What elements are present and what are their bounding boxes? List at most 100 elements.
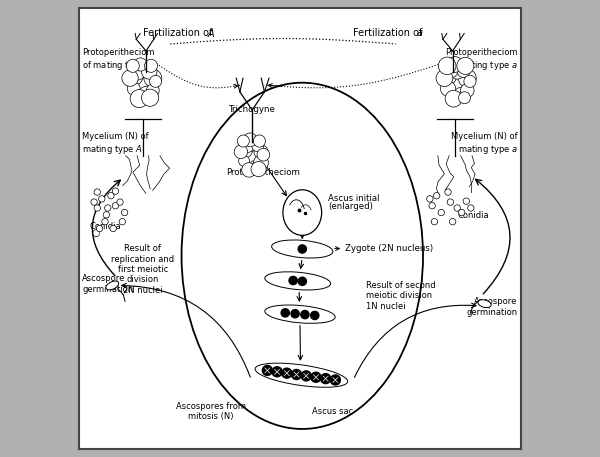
Text: Fertilization of: Fertilization of <box>143 27 215 37</box>
Circle shape <box>127 69 143 85</box>
Circle shape <box>234 145 248 159</box>
Circle shape <box>458 69 476 87</box>
Circle shape <box>91 199 97 205</box>
Circle shape <box>238 143 252 158</box>
Circle shape <box>110 225 116 232</box>
Ellipse shape <box>478 300 491 308</box>
Circle shape <box>142 89 158 106</box>
Circle shape <box>119 218 125 225</box>
Circle shape <box>139 86 154 102</box>
Text: Result of
replication and
first meiotic
division
2N nuclei: Result of replication and first meiotic … <box>111 244 175 295</box>
Circle shape <box>460 84 474 97</box>
Circle shape <box>241 139 254 153</box>
Text: Protoperitheciom: Protoperitheciom <box>226 168 300 176</box>
Circle shape <box>320 374 331 383</box>
Circle shape <box>331 375 340 385</box>
Ellipse shape <box>106 281 119 290</box>
Circle shape <box>97 225 103 232</box>
Text: Mycelium (N) of
mating type $a$: Mycelium (N) of mating type $a$ <box>451 133 518 156</box>
Circle shape <box>431 218 437 225</box>
Circle shape <box>447 199 454 205</box>
Circle shape <box>457 65 470 78</box>
Circle shape <box>122 70 138 86</box>
Text: Trichogyne: Trichogyne <box>229 105 276 114</box>
Circle shape <box>464 75 476 87</box>
Circle shape <box>145 59 158 72</box>
Circle shape <box>250 160 261 171</box>
Circle shape <box>463 198 469 204</box>
Text: Result of second
meiotic division
1N nuclei: Result of second meiotic division 1N nuc… <box>366 281 436 311</box>
Circle shape <box>117 199 123 205</box>
Circle shape <box>449 62 466 79</box>
Circle shape <box>127 82 140 95</box>
Text: Ascospores from
mitosis (N): Ascospores from mitosis (N) <box>176 402 246 421</box>
FancyBboxPatch shape <box>79 7 521 450</box>
Text: Ascospore
germination: Ascospore germination <box>82 274 133 294</box>
Circle shape <box>257 149 270 161</box>
Circle shape <box>458 92 470 104</box>
Ellipse shape <box>255 363 347 387</box>
Circle shape <box>445 189 451 195</box>
Circle shape <box>136 78 150 92</box>
Circle shape <box>104 205 111 211</box>
Circle shape <box>457 57 474 74</box>
Circle shape <box>239 156 250 166</box>
Circle shape <box>281 309 289 317</box>
Circle shape <box>121 209 128 216</box>
Circle shape <box>112 202 119 209</box>
Circle shape <box>272 367 282 377</box>
Text: Ascospore
germination: Ascospore germination <box>467 297 518 317</box>
Circle shape <box>242 163 256 177</box>
Circle shape <box>102 218 108 225</box>
Circle shape <box>440 81 455 96</box>
Text: Fertilization of: Fertilization of <box>353 27 425 37</box>
Circle shape <box>137 64 149 76</box>
Circle shape <box>447 57 463 72</box>
Circle shape <box>292 370 302 379</box>
Circle shape <box>149 75 161 87</box>
Circle shape <box>238 135 250 147</box>
Circle shape <box>438 209 445 216</box>
Circle shape <box>112 188 119 194</box>
Circle shape <box>291 310 299 318</box>
Ellipse shape <box>272 240 333 258</box>
Circle shape <box>301 310 309 319</box>
Circle shape <box>445 90 462 107</box>
Circle shape <box>134 58 147 71</box>
Circle shape <box>251 161 266 177</box>
Text: Zygote (2N nucleus): Zygote (2N nucleus) <box>344 244 433 253</box>
Circle shape <box>262 366 272 376</box>
Circle shape <box>454 87 467 101</box>
Circle shape <box>454 205 460 211</box>
Circle shape <box>467 205 474 211</box>
Text: Conidia: Conidia <box>457 211 489 220</box>
Circle shape <box>439 57 456 74</box>
Circle shape <box>142 64 157 79</box>
Circle shape <box>252 140 263 152</box>
Circle shape <box>451 79 463 91</box>
Circle shape <box>146 84 159 97</box>
Circle shape <box>436 70 453 86</box>
Circle shape <box>298 277 307 286</box>
Text: $A$: $A$ <box>206 27 215 38</box>
Circle shape <box>130 90 148 108</box>
Circle shape <box>442 69 457 84</box>
Ellipse shape <box>265 305 335 323</box>
Text: Protoperitheciom
of mating type $a$: Protoperitheciom of mating type $a$ <box>445 48 518 72</box>
Text: ○: ○ <box>91 228 100 238</box>
Circle shape <box>244 150 260 166</box>
Circle shape <box>103 212 110 218</box>
Circle shape <box>427 196 433 202</box>
Text: Ascus initial: Ascus initial <box>328 194 380 203</box>
Circle shape <box>254 145 268 159</box>
Circle shape <box>144 69 162 87</box>
Circle shape <box>98 196 105 202</box>
Circle shape <box>311 311 319 319</box>
Text: Protoperitheciom
of mating type $A$: Protoperitheciom of mating type $A$ <box>82 48 155 72</box>
Circle shape <box>311 372 321 382</box>
Circle shape <box>94 189 100 195</box>
Circle shape <box>243 133 257 147</box>
Circle shape <box>282 368 292 378</box>
Circle shape <box>254 155 268 170</box>
Circle shape <box>446 65 458 77</box>
